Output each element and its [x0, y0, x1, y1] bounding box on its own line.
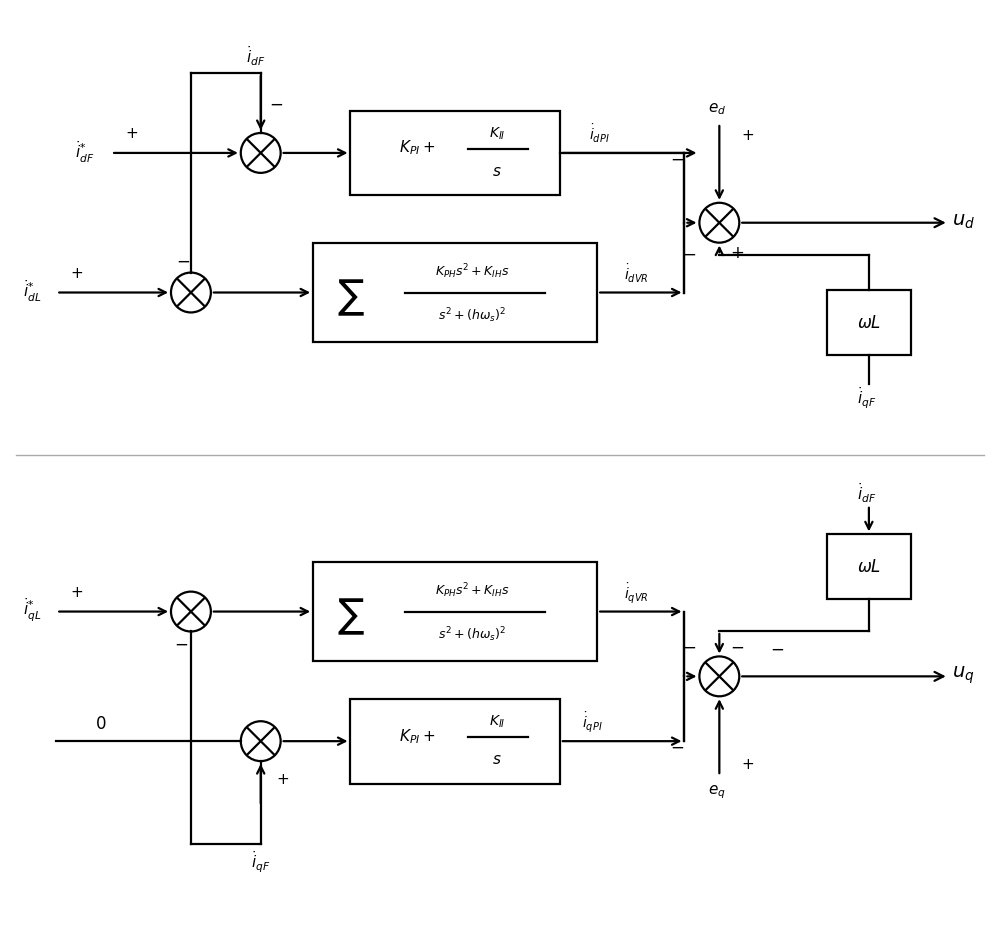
FancyBboxPatch shape: [827, 535, 911, 600]
Text: $0$: $0$: [95, 715, 107, 732]
Text: $\omega L$: $\omega L$: [857, 559, 881, 576]
Text: $\dot{i}_{dL}^{*}$: $\dot{i}_{dL}^{*}$: [23, 278, 42, 304]
Text: $+$: $+$: [276, 772, 289, 786]
Text: $-$: $-$: [682, 639, 697, 655]
Text: $\dot{i}_{dF}$: $\dot{i}_{dF}$: [857, 480, 877, 504]
Text: $K_{PH}s^2+K_{IH}s$: $K_{PH}s^2+K_{IH}s$: [435, 580, 509, 600]
Text: $+$: $+$: [741, 129, 754, 143]
Text: $s^2+(h\omega_s)^2$: $s^2+(h\omega_s)^2$: [438, 306, 506, 324]
Text: $\dot{i}_{qF}$: $\dot{i}_{qF}$: [251, 848, 270, 873]
Text: $\sum$: $\sum$: [337, 596, 364, 636]
Text: $K_{PI}+$: $K_{PI}+$: [399, 726, 435, 744]
Text: $u_d$: $u_d$: [952, 212, 975, 231]
FancyBboxPatch shape: [827, 291, 911, 355]
Text: $u_q$: $u_q$: [952, 664, 975, 685]
Text: $-$: $-$: [174, 635, 188, 653]
Text: $\omega L$: $\omega L$: [857, 314, 881, 332]
Text: $K_{II}$: $K_{II}$: [489, 126, 505, 142]
Text: $-$: $-$: [176, 253, 190, 270]
Text: $+$: $+$: [70, 585, 83, 599]
Text: $K_{II}$: $K_{II}$: [489, 713, 505, 730]
Text: $-$: $-$: [670, 150, 685, 167]
Text: $K_{PH}s^2+K_{IH}s$: $K_{PH}s^2+K_{IH}s$: [435, 262, 509, 281]
Text: $+$: $+$: [730, 245, 744, 261]
Text: $s^2+(h\omega_s)^2$: $s^2+(h\omega_s)^2$: [438, 625, 506, 643]
Text: $e_d$: $e_d$: [708, 101, 726, 117]
Text: $\dot{i}_{qL}^{*}$: $\dot{i}_{qL}^{*}$: [23, 596, 42, 624]
Text: $-$: $-$: [682, 245, 697, 261]
Text: $\dot{i}_{dF}^{*}$: $\dot{i}_{dF}^{*}$: [75, 139, 94, 164]
Text: $-$: $-$: [730, 639, 744, 655]
Text: $+$: $+$: [70, 266, 83, 280]
Text: $-$: $-$: [670, 738, 685, 755]
FancyBboxPatch shape: [313, 562, 597, 662]
Text: $e_q$: $e_q$: [708, 782, 726, 800]
Text: $\dot{i}_{dF}$: $\dot{i}_{dF}$: [246, 44, 265, 68]
Text: $s$: $s$: [492, 165, 502, 179]
Text: $-$: $-$: [269, 95, 283, 112]
Text: $K_{PI}+$: $K_{PI}+$: [399, 138, 435, 158]
Text: $+$: $+$: [741, 757, 754, 771]
Text: $\dot{i}_{qF}$: $\dot{i}_{qF}$: [857, 385, 877, 411]
Text: $\sum$: $\sum$: [337, 277, 364, 317]
Text: $\dot{i}_{qPI}$: $\dot{i}_{qPI}$: [582, 709, 603, 733]
FancyBboxPatch shape: [350, 699, 560, 783]
Text: $s$: $s$: [492, 753, 502, 767]
Text: $\dot{i}_{dPI}$: $\dot{i}_{dPI}$: [589, 122, 610, 145]
Text: $\dot{i}_{qVR}$: $\dot{i}_{qVR}$: [624, 580, 648, 604]
FancyBboxPatch shape: [313, 244, 597, 343]
Text: $-$: $-$: [770, 641, 784, 657]
Text: $+$: $+$: [125, 127, 138, 141]
FancyBboxPatch shape: [350, 111, 560, 197]
Text: $\dot{i}_{dVR}$: $\dot{i}_{dVR}$: [624, 262, 648, 285]
